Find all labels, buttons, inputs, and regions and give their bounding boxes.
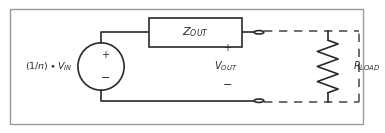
Text: +: + bbox=[102, 50, 109, 60]
FancyBboxPatch shape bbox=[149, 18, 242, 47]
Text: $(1/n)\bullet V_{IN}$: $(1/n)\bullet V_{IN}$ bbox=[25, 60, 72, 73]
Circle shape bbox=[254, 31, 264, 34]
Circle shape bbox=[254, 99, 264, 102]
Text: +: + bbox=[223, 43, 231, 53]
Text: −: − bbox=[101, 73, 110, 83]
FancyBboxPatch shape bbox=[10, 9, 363, 124]
Text: $R_{LOAD}$: $R_{LOAD}$ bbox=[353, 60, 380, 73]
Text: $Z_{OUT}$: $Z_{OUT}$ bbox=[182, 25, 209, 39]
Text: −: − bbox=[223, 80, 232, 90]
Text: $V_{OUT}$: $V_{OUT}$ bbox=[214, 60, 237, 73]
